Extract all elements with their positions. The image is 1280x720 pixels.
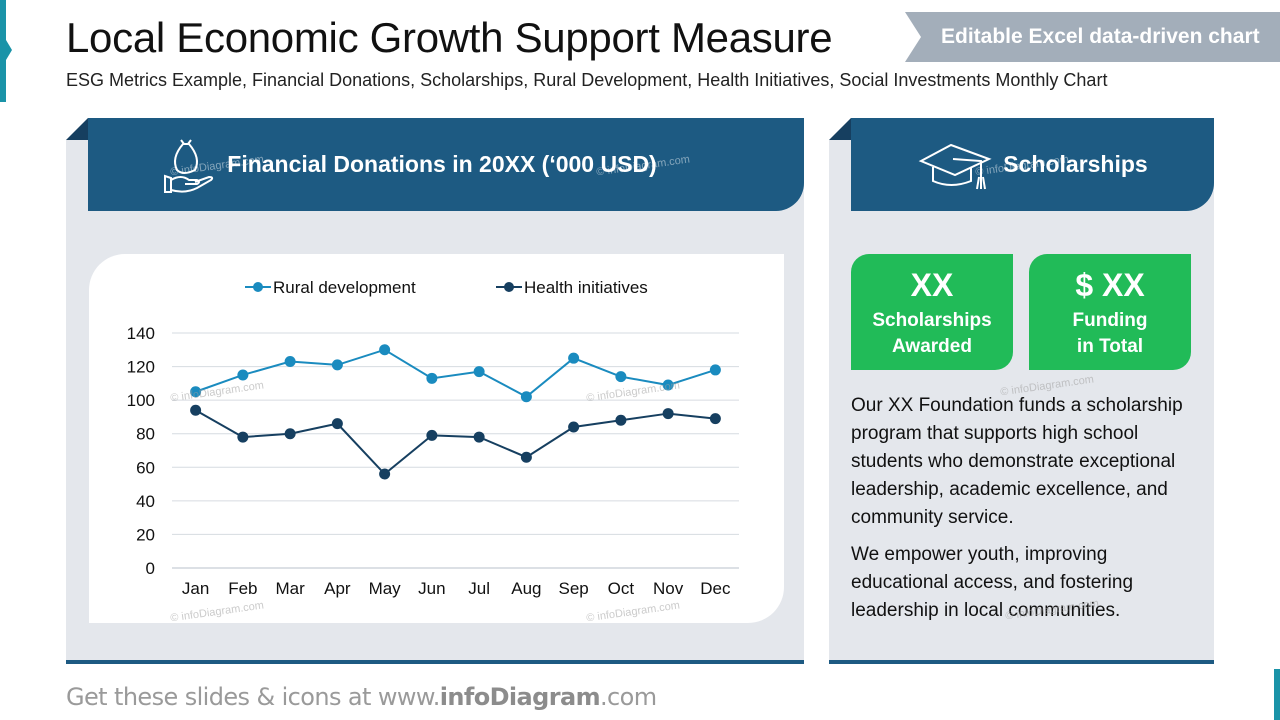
panel-fold-corner	[66, 118, 88, 140]
data-point[interactable]	[709, 413, 721, 425]
data-point[interactable]	[284, 428, 296, 440]
financial-donations-title: Financial Donations in 20XX (‘000 USD)	[227, 151, 657, 177]
data-point[interactable]	[190, 404, 202, 416]
data-point[interactable]	[473, 366, 485, 378]
scholarships-header: Scholarships	[851, 118, 1214, 211]
y-tick-label: 100	[127, 391, 155, 410]
footer-prefix: Get these slides & icons at www.	[66, 683, 440, 711]
footer-promo: Get these slides & icons at www.infoDiag…	[66, 683, 657, 711]
x-tick-label: Aug	[511, 579, 541, 598]
data-point[interactable]	[331, 418, 343, 430]
panel-bottom-line	[66, 660, 804, 664]
hand-money-bag-icon	[155, 134, 217, 196]
donations-line-chart: 0 20 40 60 80 100 120 140 Jan Feb Mar Apr May Jun Jul A…	[127, 278, 739, 598]
data-point[interactable]	[568, 352, 580, 364]
data-point[interactable]	[520, 451, 532, 463]
y-tick-label: 140	[127, 324, 155, 343]
legend-marker	[504, 282, 514, 292]
stat-label: Awarded	[892, 336, 972, 357]
stat-value: $ XX	[1075, 267, 1145, 303]
scholarships-title: Scholarships	[1003, 151, 1148, 177]
data-point[interactable]	[237, 431, 249, 443]
x-tick-label: Dec	[700, 579, 731, 598]
y-tick-label: 20	[136, 525, 155, 544]
data-point[interactable]	[190, 386, 202, 398]
page-subtitle: ESG Metrics Example, Financial Donations…	[66, 70, 1108, 90]
data-point[interactable]	[426, 372, 438, 384]
panel-fold-corner	[829, 118, 851, 140]
data-point[interactable]	[662, 408, 674, 420]
series-line	[195, 348, 716, 398]
stat-label: in Total	[1076, 336, 1144, 357]
x-tick-label: Sep	[559, 579, 589, 598]
data-point[interactable]	[284, 356, 296, 368]
data-point[interactable]	[426, 429, 438, 441]
data-point[interactable]	[520, 391, 532, 403]
footer-brand[interactable]: infoDiagram	[439, 683, 601, 711]
legend-label: Health initiatives	[524, 278, 648, 297]
x-tick-label: Jul	[468, 579, 490, 598]
stat-funding-total: $ XX Funding in Total	[1029, 254, 1191, 370]
financial-donations-header: Financial Donations in 20XX (‘000 USD)	[88, 118, 804, 211]
legend-marker	[253, 282, 263, 292]
series-line	[195, 409, 716, 476]
data-point[interactable]	[379, 468, 391, 480]
scholarship-impact: We empower youth, improving educational …	[851, 544, 1134, 621]
data-point[interactable]	[568, 421, 580, 433]
left-accent-bar	[0, 0, 12, 102]
y-tick-label: 60	[136, 458, 155, 477]
footer-suffix: .com	[599, 683, 657, 711]
data-point[interactable]	[615, 371, 627, 383]
data-point[interactable]	[662, 379, 674, 391]
chart-card	[89, 254, 784, 623]
y-tick-label: 0	[146, 559, 155, 578]
scholarships-panel	[829, 140, 1214, 661]
stat-label: Scholarships	[872, 310, 992, 331]
y-tick-label: 80	[136, 425, 155, 444]
data-point[interactable]	[237, 369, 249, 381]
x-tick-label: Jun	[418, 579, 445, 598]
right-accent-bar	[1274, 669, 1280, 720]
stat-scholarships-awarded: XX Scholarships Awarded	[851, 254, 1013, 370]
data-point[interactable]	[379, 344, 391, 356]
x-tick-label: Feb	[228, 579, 257, 598]
y-tick-label: 120	[127, 358, 155, 377]
x-tick-label: Nov	[653, 579, 684, 598]
legend-label: Rural development	[273, 278, 416, 297]
page-title: Local Economic Growth Support Measure	[66, 14, 833, 61]
x-tick-label: Mar	[275, 579, 305, 598]
x-tick-label: Jan	[182, 579, 209, 598]
x-tick-label: Apr	[324, 579, 351, 598]
x-tick-label: Oct	[608, 579, 635, 598]
data-point[interactable]	[615, 414, 627, 426]
stat-label: Funding	[1072, 310, 1148, 331]
editable-chart-badge: Editable Excel data-driven chart	[905, 12, 1280, 62]
panel-bottom-line	[829, 660, 1214, 664]
data-point[interactable]	[473, 431, 485, 443]
y-tick-label: 40	[136, 492, 155, 511]
scholarship-description: Our XX Foundation funds a scholarship pr…	[851, 395, 1183, 528]
data-point[interactable]	[331, 359, 343, 371]
stat-value: XX	[910, 267, 954, 303]
x-tick-label: May	[369, 579, 402, 598]
graduation-cap-icon	[917, 137, 993, 193]
data-point[interactable]	[709, 364, 721, 376]
